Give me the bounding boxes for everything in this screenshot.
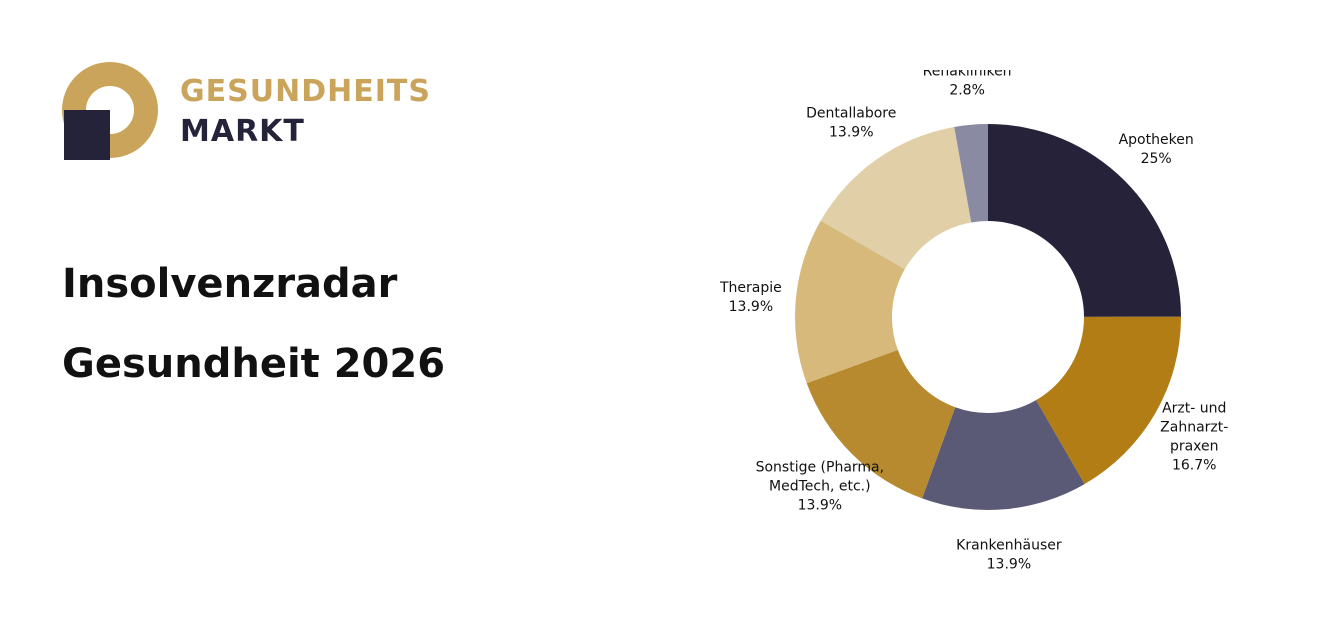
donut-label-0: Apotheken 25%: [1119, 132, 1194, 167]
donut-label-value-6: 2.8%: [949, 82, 985, 98]
donut-label-text-4: Therapie: [719, 280, 782, 296]
donut-slice-3: [806, 349, 956, 499]
donut-label-4: Therapie 13.9%: [719, 280, 782, 315]
donut-label-text-5: Dentallabore: [806, 106, 896, 122]
donut-label-text-1: Zahnarzt-: [1160, 419, 1228, 435]
donut-slice-1: [1036, 316, 1181, 485]
page-title-line2: Gesundheit 2026: [62, 341, 446, 387]
donut-label-text-2: Krankenhäuser: [956, 538, 1062, 554]
donut-slice-4: [795, 220, 905, 384]
donut-label-2: Krankenhäuser 13.9%: [956, 538, 1062, 570]
donut-label-1: Arzt- und Zahnarzt-praxen 16.7%: [1160, 400, 1228, 473]
donut-label-value-2: 13.9%: [987, 557, 1031, 570]
donut-label-text-0: Apotheken: [1119, 132, 1194, 148]
donut-label-value-3: 13.9%: [798, 497, 842, 513]
donut-label-5: Dentallabore 13.9%: [806, 106, 896, 141]
donut-slice-0: [988, 124, 1181, 317]
donut-slice-5: [820, 126, 972, 270]
donut-label-value-1: 16.7%: [1172, 457, 1216, 473]
donut-chart: Apotheken 25% Arzt- und Zahnarzt-praxen 16.7…: [719, 70, 1228, 570]
donut-label-value-0: 25%: [1141, 151, 1172, 167]
brand-logo: GESUNDHEITS MARKT: [62, 62, 462, 162]
brand-name-line2: MARKT: [180, 114, 305, 149]
donut-label-text-1: Arzt- und: [1162, 400, 1226, 416]
donut-labels: Apotheken 25% Arzt- und Zahnarzt-praxen 16.7…: [719, 70, 1228, 570]
donut-label-text-6: Rehakliniken: [923, 70, 1012, 79]
donut-label-text-3: MedTech, etc.): [769, 478, 871, 494]
donut-label-text-3: Sonstige (Pharma,: [756, 459, 884, 475]
brand-logo-icon: [62, 62, 158, 160]
donut-label-3: Sonstige (Pharma, MedTech, etc.) 13.9%: [756, 459, 884, 513]
brand-name-line1: GESUNDHEITS: [180, 74, 431, 109]
donut-slice-2: [922, 400, 1085, 510]
donut-slices: [795, 124, 1181, 510]
donut-label-6: Rehakliniken 2.8%: [923, 70, 1012, 98]
donut-label-text-1: praxen: [1170, 438, 1219, 454]
donut-label-value-4: 13.9%: [729, 299, 773, 315]
donut-label-value-5: 13.9%: [829, 125, 873, 141]
page-title-line1: Insolvenzradar: [62, 261, 398, 307]
donut-slice-6: [954, 124, 988, 223]
